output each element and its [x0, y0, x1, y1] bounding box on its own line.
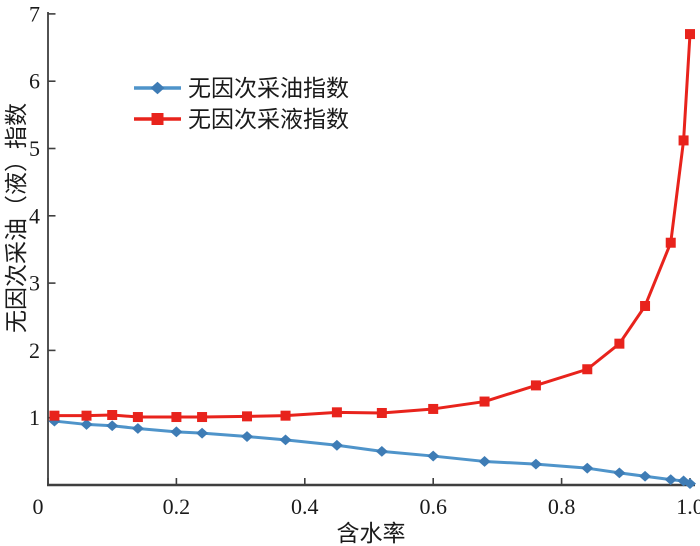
y-tick-label: 2	[29, 338, 40, 363]
legend-liquid-square-icon	[151, 113, 164, 125]
oil-index-marker-diamond-icon	[330, 439, 343, 451]
liquid-index-marker-square-icon	[107, 410, 118, 421]
liquid-index-marker-square-icon	[582, 364, 593, 375]
liquid-index-marker-square-icon	[665, 237, 676, 248]
y-tick-label: 1	[29, 405, 40, 430]
liquid-index-marker-square-icon	[197, 412, 208, 423]
y-tick-label: 4	[29, 203, 40, 228]
series-oil-index	[48, 415, 696, 490]
liquid-index-marker-square-icon	[678, 135, 689, 146]
oil-index-marker-diamond-icon	[48, 415, 61, 427]
liquid-index-marker-square-icon	[530, 380, 541, 391]
x-tick-label: 0.4	[291, 494, 319, 519]
oil-index-marker-diamond-icon	[639, 470, 652, 482]
oil-index-marker-diamond-icon	[664, 474, 677, 486]
liquid-index-marker-square-icon	[614, 338, 625, 349]
oil-index-line	[52, 419, 692, 486]
legend-oil-diamond-icon	[150, 81, 165, 95]
x-tick-label: 0	[33, 494, 44, 519]
oil-index-marker-diamond-icon	[170, 426, 183, 438]
liquid-index-line	[52, 32, 692, 419]
oil-index-marker-diamond-icon	[581, 462, 594, 474]
oil-index-marker-diamond-icon	[80, 419, 93, 430]
series-liquid-index	[49, 29, 695, 423]
oil-index-marker-diamond-icon	[196, 427, 209, 439]
oil-index-marker-diamond-icon	[131, 423, 144, 434]
legend-oil-label: 无因次采油指数	[188, 76, 349, 101]
x-axis-ticks: 0 0.2 0.4 0.6 0.8 1.0	[33, 478, 700, 519]
liquid-index-marker-square-icon	[331, 407, 342, 418]
oil-index-marker-diamond-icon	[241, 431, 254, 442]
oil-index-marker-diamond-icon	[106, 420, 119, 432]
y-tick-label: 5	[29, 136, 40, 161]
y-axis-title: 无因次采油（液）指数	[4, 103, 29, 333]
oil-index-marker-diamond-icon	[375, 445, 388, 457]
liquid-index-marker-square-icon	[685, 29, 695, 40]
y-tick-label: 3	[29, 271, 40, 296]
liquid-index-marker-square-icon	[376, 407, 387, 418]
x-tick-label: 1.0	[676, 494, 700, 519]
oil-index-marker-diamond-icon	[684, 478, 696, 490]
oil-index-marker-diamond-icon	[478, 456, 491, 467]
x-tick-label: 0.6	[419, 494, 447, 519]
liquid-index-marker-square-icon	[49, 410, 60, 421]
legend: 无因次采油指数 无因次采液指数	[134, 76, 349, 132]
liquid-index-marker-square-icon	[479, 396, 490, 407]
liquid-index-marker-square-icon	[132, 412, 143, 423]
liquid-index-marker-square-icon	[428, 403, 439, 414]
liquid-index-marker-square-icon	[171, 412, 182, 423]
x-tick-label: 0.8	[548, 494, 576, 519]
oil-index-marker-diamond-icon	[279, 434, 292, 446]
oil-index-marker-diamond-icon	[529, 458, 542, 470]
liquid-index-marker-square-icon	[242, 411, 253, 422]
legend-liquid-label: 无因次采液指数	[188, 107, 349, 132]
oil-index-marker-diamond-icon	[613, 467, 626, 479]
series-layer	[48, 29, 696, 490]
y-axis-ticks: 1 2 3 4 5 6 7	[29, 1, 56, 430]
y-tick-label: 7	[29, 1, 40, 26]
y-tick-label: 6	[29, 69, 40, 94]
liquid-index-marker-square-icon	[280, 410, 291, 421]
liquid-index-marker-square-icon	[81, 410, 92, 421]
x-axis-title: 含水率	[337, 521, 406, 546]
x-tick-label: 0.2	[163, 494, 191, 519]
oil-index-marker-diamond-icon	[427, 450, 440, 462]
liquid-index-marker-square-icon	[640, 300, 651, 311]
